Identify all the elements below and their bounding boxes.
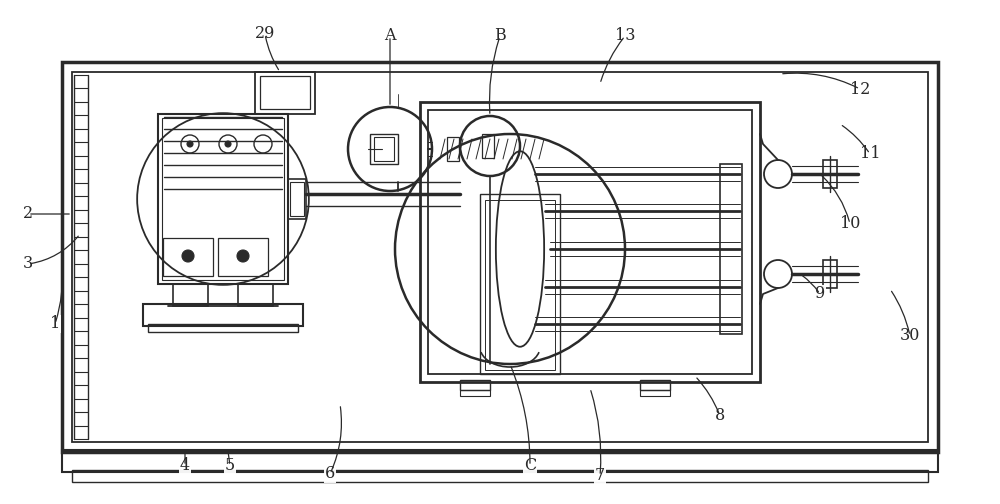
Text: 5: 5 (225, 458, 235, 474)
Bar (288, 179, 306, 219)
Bar (290, 182, 304, 216)
Text: 3: 3 (23, 256, 33, 273)
Bar (143, 304, 303, 326)
Text: A: A (384, 28, 396, 44)
Bar (218, 238, 268, 276)
Circle shape (182, 250, 194, 262)
Bar (255, 72, 315, 114)
Bar (374, 137, 394, 161)
Text: 12: 12 (850, 81, 870, 97)
Text: 10: 10 (840, 216, 860, 232)
Bar (428, 110, 752, 374)
Bar (158, 114, 288, 284)
Bar (447, 137, 459, 161)
Bar (485, 200, 555, 370)
Bar (238, 284, 273, 306)
Text: 11: 11 (860, 146, 880, 162)
Circle shape (225, 141, 231, 147)
Bar (148, 324, 298, 332)
Bar (370, 134, 398, 164)
Text: 8: 8 (715, 408, 725, 424)
Bar (173, 284, 208, 306)
Bar (460, 380, 490, 390)
Bar (640, 380, 670, 390)
Text: 7: 7 (595, 468, 605, 484)
Bar (62, 62, 938, 452)
Text: C: C (524, 458, 536, 474)
Bar (720, 164, 742, 334)
Text: 1: 1 (50, 316, 60, 333)
Bar (823, 260, 837, 288)
Bar (62, 450, 938, 472)
Bar (640, 390, 670, 396)
Bar (482, 134, 494, 158)
Text: 4: 4 (180, 458, 190, 474)
Text: 9: 9 (815, 285, 825, 302)
Bar (72, 470, 928, 482)
Circle shape (187, 141, 193, 147)
Bar (480, 194, 560, 374)
Text: 13: 13 (615, 28, 635, 44)
Text: 29: 29 (255, 26, 275, 42)
Bar (260, 76, 310, 109)
Text: 2: 2 (23, 206, 33, 222)
Bar (460, 390, 490, 396)
Bar (72, 72, 928, 442)
Bar (420, 102, 760, 382)
Bar (162, 118, 284, 280)
Bar (163, 238, 213, 276)
Bar (823, 160, 837, 188)
Text: 30: 30 (900, 328, 920, 345)
Text: B: B (494, 28, 506, 44)
Text: 6: 6 (325, 466, 335, 482)
Circle shape (237, 250, 249, 262)
